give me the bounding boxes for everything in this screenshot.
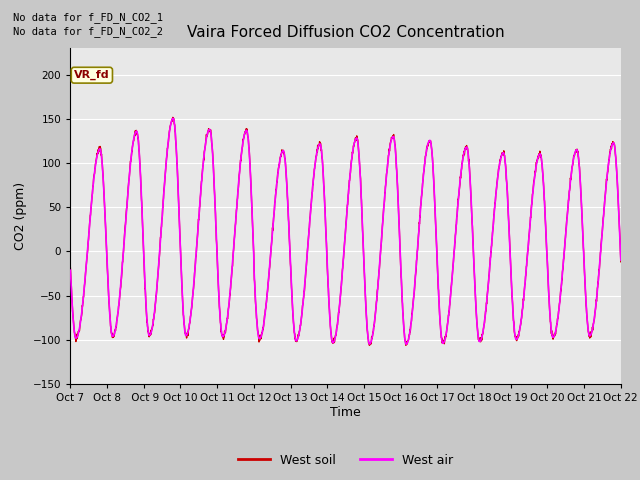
X-axis label: Time: Time [330,406,361,419]
Y-axis label: CO2 (ppm): CO2 (ppm) [14,182,28,250]
Text: No data for f_FD_N_CO2_1: No data for f_FD_N_CO2_1 [13,12,163,23]
Text: No data for f_FD_N_CO2_2: No data for f_FD_N_CO2_2 [13,26,163,37]
Text: VR_fd: VR_fd [74,70,109,80]
Legend: West soil, West air: West soil, West air [234,449,458,472]
Title: Vaira Forced Diffusion CO2 Concentration: Vaira Forced Diffusion CO2 Concentration [187,25,504,40]
